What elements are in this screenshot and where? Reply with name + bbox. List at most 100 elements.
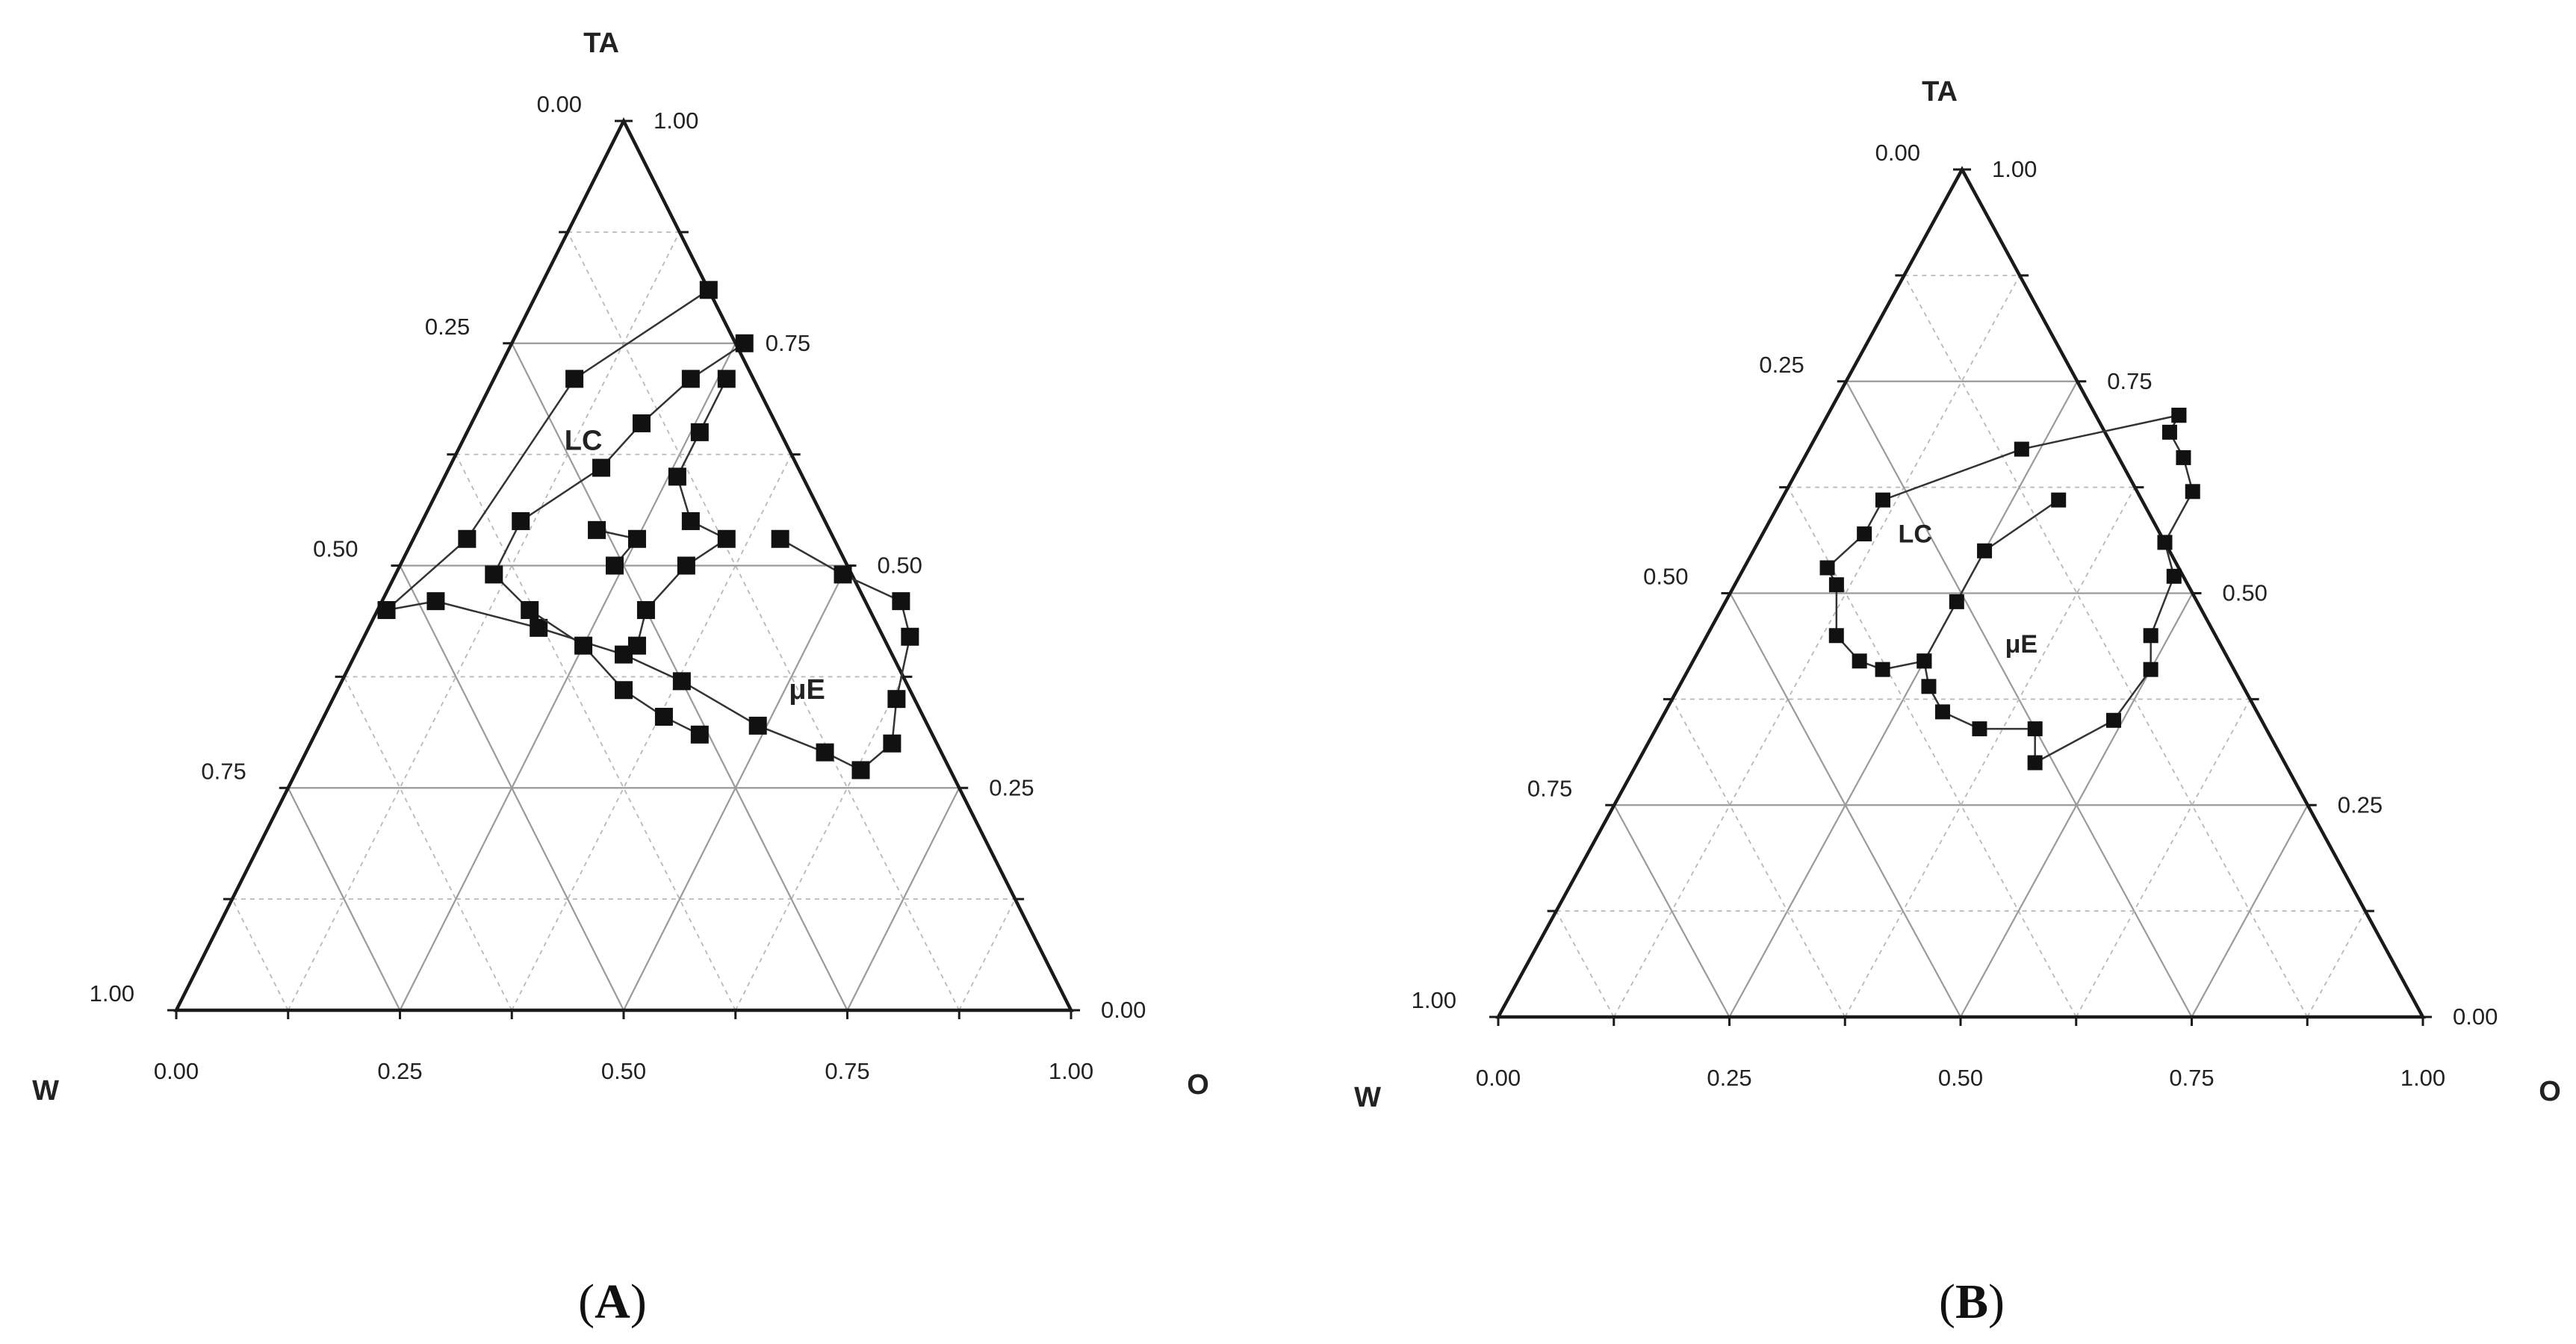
data-point bbox=[834, 565, 852, 584]
vertex-label-top: TA bbox=[583, 28, 619, 59]
data-point bbox=[1819, 560, 1835, 576]
ternary-panel-b: 0.00 0.25 0.50 0.75 1.00 1.00 0.75 0.50 0.25 0.00… bbox=[1354, 76, 2561, 1113]
data-point bbox=[1828, 577, 1844, 593]
data-point bbox=[521, 601, 539, 620]
region-label: μE bbox=[789, 674, 825, 706]
grid-line bbox=[567, 231, 960, 1011]
data-point bbox=[690, 725, 709, 744]
data-point bbox=[2176, 449, 2191, 465]
bottom-tick-label: 0.25 bbox=[377, 1058, 422, 1084]
data-point bbox=[748, 716, 767, 735]
data-point bbox=[615, 681, 633, 700]
bottom-tick-label: 1.00 bbox=[2400, 1065, 2445, 1091]
data-point bbox=[2143, 628, 2158, 644]
left-tick-label: 0.00 bbox=[537, 91, 582, 117]
data-point bbox=[2143, 662, 2158, 677]
data-point bbox=[1852, 653, 1867, 669]
data-point bbox=[606, 556, 624, 575]
data-point bbox=[1921, 679, 1937, 694]
data-point bbox=[681, 370, 700, 388]
data-point bbox=[565, 370, 584, 388]
data-point bbox=[1828, 628, 1844, 644]
data-point bbox=[426, 592, 445, 611]
data-point bbox=[2185, 484, 2200, 500]
region-label: LC bbox=[1899, 520, 1932, 548]
right-tick-label: 1.00 bbox=[654, 108, 698, 134]
data-point bbox=[717, 370, 736, 388]
grid-line bbox=[2306, 910, 2366, 1018]
vertex-label-top: TA bbox=[1922, 76, 1958, 108]
left-tick-label: 0.75 bbox=[1527, 775, 1572, 801]
data-point bbox=[892, 592, 910, 611]
panel-label-a: (A) bbox=[578, 1275, 647, 1329]
data-point bbox=[2051, 492, 2067, 508]
data-point bbox=[883, 734, 901, 753]
grid-line bbox=[399, 343, 736, 1011]
left-tick-label: 0.25 bbox=[425, 314, 470, 340]
data-point bbox=[530, 618, 548, 637]
data-point bbox=[699, 281, 718, 299]
right-tick-label: 1.00 bbox=[1992, 156, 2037, 182]
data-point bbox=[690, 423, 709, 441]
grid-line bbox=[343, 676, 513, 1011]
data-point bbox=[1977, 543, 1993, 559]
grid-line bbox=[232, 898, 289, 1011]
data-point bbox=[681, 511, 700, 530]
grid-line bbox=[287, 787, 401, 1011]
bottom-tick-label: 0.25 bbox=[1707, 1065, 1751, 1091]
grid-line bbox=[1672, 698, 1846, 1018]
grid-line bbox=[1613, 275, 2020, 1018]
left-tick-label: 1.00 bbox=[90, 980, 134, 1007]
left-tick-label: 0.00 bbox=[1875, 140, 1920, 166]
grid-line bbox=[2075, 698, 2251, 1018]
data-point bbox=[1972, 721, 1987, 737]
data-point bbox=[672, 672, 691, 691]
grid-line bbox=[1729, 592, 1961, 1018]
data-point bbox=[1875, 492, 1890, 508]
grid-line bbox=[958, 898, 1016, 1011]
grid-line bbox=[399, 565, 624, 1011]
region-label: μE bbox=[2005, 630, 2037, 659]
grid-line bbox=[2191, 804, 2309, 1018]
data-point bbox=[1934, 704, 1950, 720]
bottom-tick-label: 0.50 bbox=[1938, 1065, 1983, 1091]
data-point bbox=[2157, 535, 2173, 550]
ternary-panel-a: 0.00 0.25 0.50 0.75 1.00 1.00 0.75 0.50 0.25 0.00… bbox=[32, 28, 1209, 1107]
data-point bbox=[851, 761, 870, 780]
data-point bbox=[377, 601, 396, 620]
data-point bbox=[2171, 408, 2187, 423]
data-point bbox=[592, 458, 611, 477]
panel-label-b: (B) bbox=[1939, 1275, 2005, 1329]
data-point bbox=[627, 529, 646, 548]
data-point bbox=[1949, 594, 1964, 609]
bottom-tick-label: 0.00 bbox=[154, 1058, 199, 1084]
series-line bbox=[1825, 414, 2194, 765]
grid-line bbox=[1903, 275, 2309, 1018]
data-point bbox=[2027, 721, 2043, 737]
data-point bbox=[771, 529, 789, 548]
bottom-tick-label: 0.75 bbox=[825, 1058, 869, 1084]
data-point bbox=[816, 743, 834, 762]
data-point bbox=[1917, 653, 1932, 669]
left-tick-label: 0.25 bbox=[1759, 352, 1804, 378]
grid-line bbox=[1787, 487, 2077, 1018]
data-point bbox=[2166, 568, 2182, 584]
bottom-tick-label: 0.00 bbox=[1476, 1065, 1521, 1091]
data-point bbox=[588, 520, 606, 539]
left-tick-label: 0.50 bbox=[313, 536, 358, 562]
data-point bbox=[2014, 441, 2029, 457]
grid-line bbox=[1844, 487, 2136, 1018]
data-point bbox=[677, 556, 695, 575]
data-point bbox=[654, 707, 673, 726]
data-point bbox=[1875, 662, 1890, 677]
right-tick-label: 0.00 bbox=[2453, 1004, 2498, 1030]
right-tick-label: 0.00 bbox=[1101, 997, 1146, 1023]
bottom-tick-label: 0.50 bbox=[601, 1058, 646, 1084]
right-tick-label: 0.50 bbox=[2223, 580, 2268, 606]
vertex-label-left: W bbox=[1354, 1082, 1381, 1113]
grid-line bbox=[623, 565, 848, 1011]
vertex-label-right: O bbox=[2539, 1076, 2561, 1107]
data-point bbox=[1857, 526, 1872, 542]
grid-line bbox=[1555, 910, 1615, 1018]
